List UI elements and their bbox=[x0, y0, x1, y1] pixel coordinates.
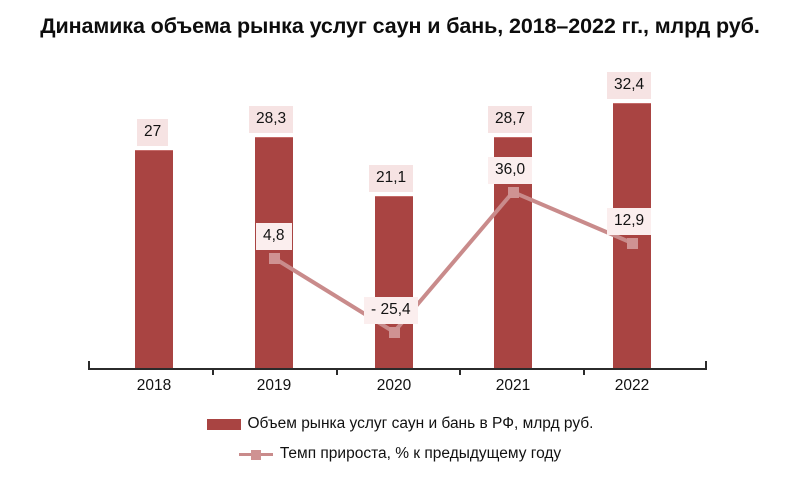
legend-item-market-volume[interactable]: Объем рынка услуг саун и бань в РФ, млрд… bbox=[0, 409, 800, 439]
bar-2020 bbox=[375, 196, 413, 369]
chart-legend: Объем рынка услуг саун и бань в РФ, млрд… bbox=[0, 409, 800, 469]
bar-2019 bbox=[255, 137, 293, 369]
bar-label-2018: 27 bbox=[137, 119, 169, 146]
x-axis-tick-3 bbox=[459, 368, 461, 375]
bar-label-2020: 21,1 bbox=[369, 165, 414, 192]
x-tick-label-2018: 2018 bbox=[136, 377, 172, 394]
bar-2018 bbox=[135, 150, 173, 369]
x-tick-label-2019: 2019 bbox=[256, 377, 292, 394]
x-axis-tick-2 bbox=[336, 368, 338, 375]
bar-2022 bbox=[613, 103, 651, 369]
x-axis-tick-1 bbox=[212, 368, 214, 375]
x-tick-label-2021: 2021 bbox=[495, 377, 531, 394]
x-axis-start-cap bbox=[88, 361, 90, 369]
x-axis-line bbox=[88, 368, 707, 370]
plot-area: 27 28,3 21,1 28,7 32,4 4,8 - 25,4 36,0 1… bbox=[88, 72, 707, 394]
line-label-2022: 12,9 bbox=[607, 208, 652, 235]
line-label-2021: 36,0 bbox=[488, 157, 533, 184]
legend-item-label: Объем рынка услуг саун и бань в РФ, млрд… bbox=[247, 415, 594, 432]
legend-bar-swatch-icon bbox=[206, 418, 241, 430]
x-axis-end-cap bbox=[705, 361, 707, 369]
x-tick-label-2020: 2020 bbox=[376, 377, 412, 394]
x-axis-tick-4 bbox=[583, 368, 585, 375]
legend-item-growth-rate[interactable]: Темп прироста, % к предыдущему году bbox=[0, 439, 800, 469]
legend-item-label: Темп прироста, % к предыдущему году bbox=[279, 445, 562, 462]
chart-title: Динамика объема рынка услуг саун и бань,… bbox=[40, 14, 760, 38]
line-label-2020: - 25,4 bbox=[364, 297, 418, 324]
bar-label-2021: 28,7 bbox=[488, 106, 533, 133]
line-label-2019: 4,8 bbox=[256, 223, 292, 250]
legend-line-marker-icon bbox=[238, 448, 273, 460]
x-tick-label-2022: 2022 bbox=[614, 377, 650, 394]
bar-label-2022: 32,4 bbox=[607, 72, 652, 99]
bar-label-2019: 28,3 bbox=[249, 106, 294, 133]
